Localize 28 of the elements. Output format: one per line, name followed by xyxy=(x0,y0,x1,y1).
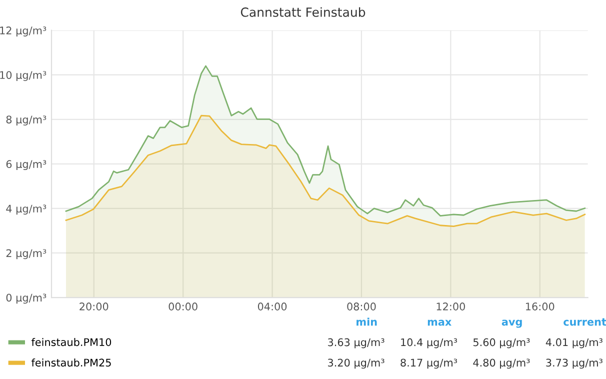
chart-title: Cannstatt Feinstaub xyxy=(240,7,366,17)
y-tick-label: 2 µg/m³ xyxy=(6,249,46,260)
text: 8.17 µg/m³ xyxy=(400,358,457,369)
text: 3.20 µg/m³ xyxy=(328,358,384,369)
legend-label: feinstaub.PM10 xyxy=(31,338,112,346)
text: max xyxy=(428,320,452,326)
x-tick-label: 04:00 xyxy=(258,302,287,310)
text: 4.01 µg/m³ xyxy=(546,338,602,348)
y-tick-label: 0 µg/m³ xyxy=(6,294,46,304)
x-tick-label: 20:00 xyxy=(80,302,108,310)
text: 4.80 µg/m³ xyxy=(473,358,530,369)
x-tick-label: 12:00 xyxy=(436,302,465,310)
y-tick-label: 6 µg/m³ xyxy=(6,160,46,170)
legend-label: feinstaub.PM25 xyxy=(31,358,111,367)
text: 10.4 µg/m³ xyxy=(401,338,457,348)
x-tick-label: 00:00 xyxy=(168,302,198,310)
x-tick-label: 08:00 xyxy=(347,302,376,310)
y-tick-label: 12 µg/m³ xyxy=(0,26,46,36)
text: current xyxy=(564,318,606,326)
text: min xyxy=(356,318,377,326)
text: avg xyxy=(502,320,522,328)
y-tick-label: 10 µg/m³ xyxy=(0,71,46,81)
text: 3.63 µg/m³ xyxy=(328,338,384,348)
y-tick-label: 4 µg/m³ xyxy=(6,204,46,215)
y-tick-label: 8 µg/m³ xyxy=(6,116,46,126)
x-tick-label: 16:00 xyxy=(526,302,554,310)
text: 3.73 µg/m³ xyxy=(546,358,602,369)
text: 5.60 µg/m³ xyxy=(473,338,530,348)
